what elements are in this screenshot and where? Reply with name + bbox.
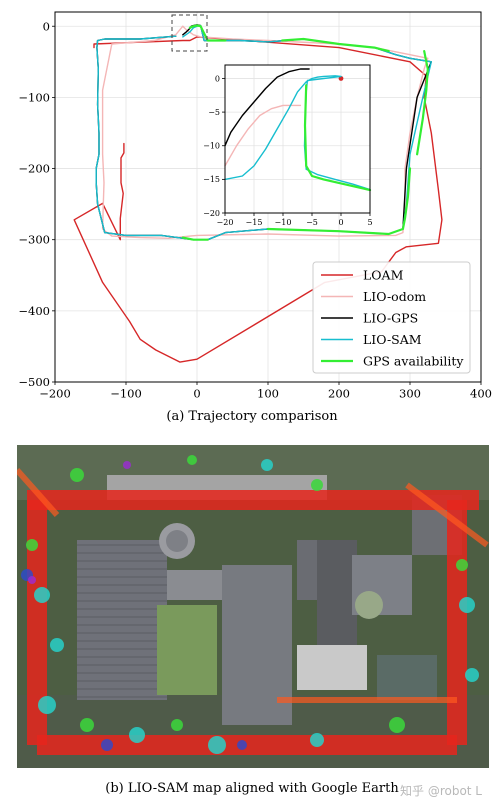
- main-x-tick-label: 200: [328, 387, 350, 401]
- inset-y-tick-label: −10: [203, 142, 220, 151]
- inset-x-tick-label: 0: [338, 218, 343, 227]
- main-y-tick-label: −300: [18, 233, 50, 247]
- main-axes: −200 −100 0 100 200 300 4000−100−200−300−400−5…: [18, 11, 492, 401]
- inset-loam-marker: [338, 76, 344, 81]
- caption-b: (b) LIO-SAM map aligned with Google Eart…: [105, 781, 399, 796]
- watermark: 知乎 @robot L: [400, 784, 482, 798]
- legend-gps-availability-label: GPS availability: [363, 354, 464, 369]
- start-highlight-box: [171, 14, 208, 52]
- main-gps-availability-line: [281, 37, 390, 53]
- legend: LOAM LIO-odom LIO-GPS LIO-SAM GPS availabili…: [312, 261, 471, 374]
- main-x-tick-label: 400: [470, 387, 492, 401]
- trajectory-chart: −200 −100 0 100 200 300 4000−100−200−300−400−5…: [18, 11, 492, 401]
- legend-lio-odom-label: LIO-odom: [363, 289, 426, 304]
- legend-lio-sam-label: LIO-SAM: [363, 332, 422, 347]
- inset-y-tick-label: −20: [203, 209, 220, 218]
- main-x-tick-label: 100: [257, 387, 279, 401]
- inset-gps-availability-line: [303, 84, 372, 192]
- inset-x-tick-label: −10: [275, 218, 292, 227]
- inset-x-tick-label: −15: [246, 218, 263, 227]
- main-x-tick-label: −200: [39, 387, 71, 401]
- main-y-tick-label: −200: [18, 162, 50, 176]
- main-gps-availability-line: [266, 167, 412, 236]
- inset-y-tick-label: 0: [215, 74, 220, 83]
- main-x-tick-label: 0: [193, 387, 200, 401]
- main-lio-odom-line: [101, 25, 429, 240]
- main-y-tick-label: −500: [18, 375, 50, 389]
- legend-box: [312, 261, 471, 374]
- legend-loam-label: LOAM: [363, 268, 404, 283]
- inset-lio-gps-line: [224, 68, 310, 147]
- main-x-tick-label: 300: [399, 387, 421, 401]
- inset-plot-area: [225, 65, 370, 213]
- main-x-tick-label: −100: [110, 387, 142, 401]
- inset-frame: [224, 64, 371, 214]
- main-gps-availability-line: [181, 236, 209, 241]
- inset-y-tick-label: −15: [203, 175, 220, 184]
- main-trajectory-lines: [73, 24, 443, 363]
- main-gps-availability-line: [416, 49, 429, 156]
- legend-lio-gps-label: LIO-GPS: [363, 311, 418, 326]
- inset-x-tick-label: −20: [217, 218, 234, 227]
- main-loam-line: [73, 36, 443, 363]
- inset-lio-sam-line: [224, 75, 371, 191]
- lidar-map-aerial-photo: [17, 445, 489, 768]
- main-y-tick-label: 0: [43, 19, 50, 33]
- main-y-tick-label: −400: [18, 304, 50, 318]
- inset-y-tick-label: −5: [208, 108, 220, 117]
- main-y-tick-label: −100: [18, 90, 50, 104]
- inset-zoom-chart: −20 −15 −10 −5 0 5 0 −5 −10 −15 −20: [203, 64, 373, 227]
- caption-a: (a) Trajectory comparison: [166, 409, 338, 424]
- inset-x-tick-label: 5: [367, 218, 372, 227]
- main-gps-availability-line: [188, 24, 227, 42]
- inset-lio-odom-line: [224, 104, 302, 167]
- inset-x-tick-label: −5: [306, 218, 318, 227]
